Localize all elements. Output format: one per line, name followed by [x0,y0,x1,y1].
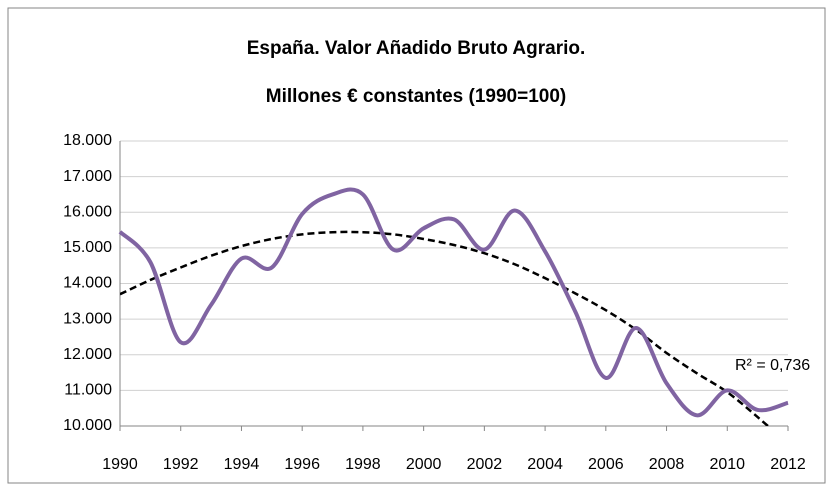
y-tick-label: 13.000 [63,310,112,327]
y-tick-label: 11.000 [64,382,112,399]
x-tick-label: 1996 [284,456,320,473]
x-tick-label: 2008 [649,456,685,473]
x-tick-label: 1992 [163,456,199,473]
chart-border [7,7,826,484]
trendline [120,230,770,426]
chart-subtitle: Millones € constantes (1990=100) [266,86,566,107]
y-tick-label: 18.000 [63,132,112,149]
x-tick-label: 2006 [588,456,624,473]
chart-title: España. Valor Añadido Bruto Agrario. [247,38,586,59]
x-tick-label: 2000 [406,456,442,473]
x-tick-label: 2002 [467,456,503,473]
y-tick-label: 16.000 [63,203,112,220]
x-tick-label: 1994 [224,456,260,473]
y-tick-label: 12.000 [63,346,112,363]
x-tick-label: 2012 [770,456,806,473]
x-tick-label: 2010 [709,456,745,473]
y-tick-label: 15.000 [63,239,112,256]
y-tick-label: 14.000 [63,275,112,292]
x-tick-label: 1998 [345,456,381,473]
trendline-label: R² = 0,736 [735,357,810,374]
y-tick-label: 17.000 [63,168,112,185]
data-line [118,187,789,418]
x-tick-label: 1990 [102,456,138,473]
x-tick-label: 2004 [527,456,563,473]
y-tick-label: 10.000 [63,417,112,434]
